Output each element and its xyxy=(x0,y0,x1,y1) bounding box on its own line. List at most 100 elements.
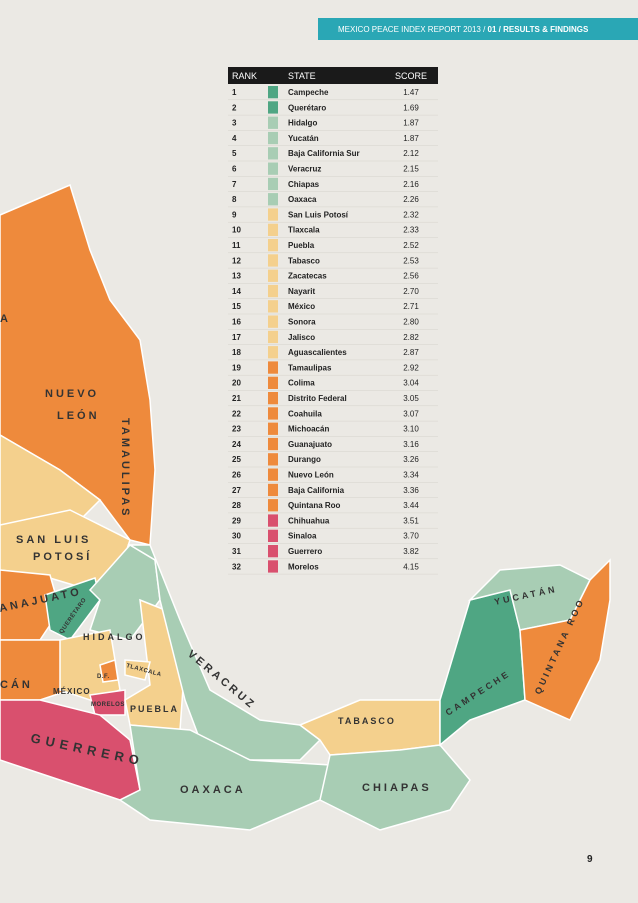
swatch xyxy=(268,330,278,344)
score: 3.44 xyxy=(403,501,419,510)
swatch xyxy=(268,315,278,328)
region xyxy=(99,659,119,683)
region xyxy=(0,434,102,531)
map-label: MORELOS xyxy=(91,702,125,708)
swatch xyxy=(268,239,278,252)
swatch xyxy=(268,131,278,145)
state: Querétaro xyxy=(288,103,326,112)
swatch xyxy=(268,437,278,451)
region xyxy=(319,744,471,831)
region xyxy=(439,589,526,747)
rank: 15 xyxy=(232,302,241,311)
state: Tabasco xyxy=(288,256,320,265)
score: 4.15 xyxy=(403,562,419,571)
state: Baja California xyxy=(288,486,345,495)
state: Sonora xyxy=(288,318,316,327)
rank: 17 xyxy=(232,333,241,342)
rank: 31 xyxy=(232,547,241,556)
map-label: A xyxy=(0,313,11,325)
map-label: LEÓN xyxy=(57,409,100,422)
state: Aguascalientes xyxy=(288,348,347,357)
rank: 10 xyxy=(232,226,241,235)
rank: 14 xyxy=(232,287,241,296)
map-label: NUEVO xyxy=(45,388,99,400)
score: 2.56 xyxy=(403,272,419,281)
state: Oaxaca xyxy=(288,195,317,204)
map-label: MÉXICO xyxy=(53,687,91,696)
state: Tamaulipas xyxy=(288,363,332,372)
rank: 3 xyxy=(232,119,237,128)
score: 3.70 xyxy=(403,532,419,541)
swatch xyxy=(268,514,278,527)
score: 2.70 xyxy=(403,287,419,296)
score: 2.52 xyxy=(403,241,419,250)
score: 2.26 xyxy=(403,195,419,204)
rank: 21 xyxy=(232,394,241,403)
map-label: SAN LUIS xyxy=(16,534,91,546)
swatch xyxy=(268,407,278,420)
swatch xyxy=(268,468,278,481)
rank: 25 xyxy=(232,455,241,464)
map-label: OAXACA xyxy=(180,784,246,796)
state: Zacatecas xyxy=(288,272,327,281)
score: 2.33 xyxy=(403,226,419,235)
state: Tlaxcala xyxy=(288,226,320,235)
rank: 32 xyxy=(232,562,241,571)
swatch xyxy=(268,147,278,160)
score: 2.80 xyxy=(403,318,419,327)
state: Distrito Federal xyxy=(288,394,347,403)
map-label: D.F. xyxy=(97,674,110,680)
swatch xyxy=(268,346,278,359)
swatch xyxy=(268,223,278,236)
rank: 9 xyxy=(232,210,237,219)
state: Nayarit xyxy=(288,287,315,296)
score: 2.82 xyxy=(403,333,419,342)
score: 2.12 xyxy=(403,149,419,158)
map-label: TAMAULIPAS xyxy=(119,418,131,518)
rank: 23 xyxy=(232,425,241,434)
state: México xyxy=(288,302,315,311)
header: MEXICO PEACE INDEX REPORT 2013 / 01 / RE… xyxy=(338,25,589,34)
score: 1.47 xyxy=(403,88,419,97)
swatch xyxy=(268,162,278,175)
rank: 27 xyxy=(232,486,241,495)
score: 2.87 xyxy=(403,348,419,357)
header-report: MEXICO PEACE INDEX REPORT 2013 / xyxy=(338,25,486,34)
swatch xyxy=(268,422,278,435)
rank: 29 xyxy=(232,516,241,525)
swatch xyxy=(268,499,278,512)
score: 3.10 xyxy=(403,425,419,434)
state: Campeche xyxy=(288,88,329,97)
table-header-bg xyxy=(228,67,438,84)
score: 2.32 xyxy=(403,210,419,219)
map: A NUEVO LEÓN TAMAULIPAS SAN LUIS POTOSÍ … xyxy=(0,183,611,831)
state: Puebla xyxy=(288,241,315,250)
swatch xyxy=(268,376,278,389)
score: 3.05 xyxy=(403,394,419,403)
score: 3.82 xyxy=(403,547,419,556)
rank: 5 xyxy=(232,149,237,158)
map-label: CHIAPAS xyxy=(362,782,432,794)
map-label: TABASCO xyxy=(338,716,396,726)
rank: 2 xyxy=(232,103,237,112)
swatch xyxy=(268,392,278,405)
rank: 30 xyxy=(232,532,241,541)
swatch xyxy=(268,361,278,374)
swatch xyxy=(268,300,278,313)
column-header: RANK xyxy=(232,71,257,81)
score: 3.07 xyxy=(403,409,419,418)
score: 1.87 xyxy=(403,134,419,143)
score: 2.92 xyxy=(403,363,419,372)
state: Yucatán xyxy=(288,134,319,143)
score: 1.87 xyxy=(403,119,419,128)
map-label: POTOSÍ xyxy=(33,550,92,563)
state: Guerrero xyxy=(288,547,322,556)
map-label: HIDALGO xyxy=(83,632,146,642)
state: Jalisco xyxy=(288,333,315,342)
region xyxy=(44,577,101,641)
rank: 22 xyxy=(232,409,241,418)
state: Morelos xyxy=(288,562,319,571)
swatch xyxy=(268,101,278,114)
rank: 1 xyxy=(232,88,237,97)
